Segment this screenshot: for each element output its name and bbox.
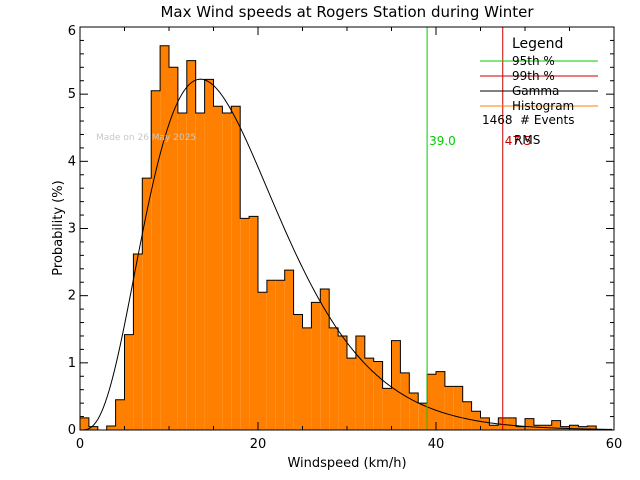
percentile-label: 39.0 — [429, 134, 456, 148]
histogram-bar — [169, 67, 178, 431]
y-tick-label: 0 — [68, 423, 76, 438]
histogram-bar — [355, 335, 365, 430]
histogram-bars — [79, 45, 614, 431]
histogram-bar — [489, 425, 499, 430]
y-tick-label: 2 — [68, 289, 76, 304]
histogram-bar — [240, 218, 250, 430]
histogram-bar — [266, 280, 276, 430]
histogram-bar — [320, 288, 330, 430]
histogram-bar — [453, 386, 463, 430]
histogram-bar — [551, 420, 561, 430]
histogram-bar — [124, 334, 134, 430]
legend-events-label: # Events — [520, 113, 575, 127]
y-tick-label: 1 — [68, 356, 76, 371]
histogram-bar — [231, 106, 241, 431]
x-axis-label: Windspeed (km/h) — [287, 456, 406, 471]
histogram-bar — [436, 371, 445, 430]
histogram-bar — [578, 426, 588, 430]
y-tick-label: 3 — [68, 222, 76, 237]
histogram-bar — [516, 426, 525, 430]
histogram-bar — [364, 358, 374, 430]
x-tick-label: 60 — [606, 437, 623, 452]
histogram-bar — [80, 417, 89, 430]
histogram-bar — [302, 327, 312, 430]
y-tick-label: 4 — [68, 154, 76, 169]
histogram-bar — [427, 374, 436, 430]
histogram-bar — [106, 425, 116, 430]
axis-ticks: 0 20 40 60 0 1 2 3 4 5 6 — [68, 24, 623, 452]
x-tick-label: 40 — [428, 437, 445, 452]
y-tick-label: 6 — [68, 24, 76, 39]
histogram-bar — [133, 254, 143, 430]
x-tick-label: 0 — [76, 437, 84, 452]
histogram-bar — [115, 399, 125, 430]
histogram-bar — [480, 417, 490, 430]
histogram-bar — [391, 340, 401, 430]
histogram-bar — [409, 393, 419, 430]
histogram-bar — [329, 327, 339, 430]
histogram-bar — [160, 45, 169, 430]
histogram-bar — [177, 112, 187, 431]
legend-entry-label: Histogram — [512, 99, 574, 113]
histogram-bar — [151, 90, 161, 430]
chart-title: Max Wind speeds at Rogers Station during… — [160, 3, 534, 21]
percentile-lines: 39.0 47.5 — [426, 27, 532, 430]
histogram-bar — [222, 112, 232, 431]
y-axis-label: Probability (%) — [51, 180, 66, 275]
legend-entry-label: 99th % — [512, 69, 555, 83]
histogram-bar — [249, 216, 258, 430]
histogram-bar — [142, 178, 152, 430]
histogram-bar — [418, 403, 428, 430]
histogram-bar — [373, 361, 383, 430]
histogram-bar — [400, 372, 410, 430]
legend-rms-label: RMS — [514, 133, 540, 147]
y-tick-label: 5 — [68, 87, 76, 102]
legend-entry-label: 95th % — [512, 54, 555, 68]
histogram-bar — [275, 280, 285, 430]
gamma-curve-layer — [80, 78, 613, 431]
histogram-bar — [213, 106, 223, 431]
histogram-bar — [195, 112, 205, 431]
histogram-bar — [204, 79, 214, 430]
histogram-bar — [338, 335, 347, 430]
watermark: Made on 26 May 2025 — [96, 133, 196, 143]
gamma-curve — [80, 78, 613, 431]
percentile-label: 47.5 — [505, 134, 532, 148]
histogram-bar — [293, 314, 303, 430]
histogram-bar — [382, 388, 392, 430]
histogram-outline — [79, 45, 614, 431]
histogram-bar — [569, 425, 579, 430]
histogram-bar — [507, 417, 517, 430]
histogram-bar — [462, 401, 472, 430]
histogram-bar — [311, 302, 321, 430]
histogram-bar — [347, 358, 356, 430]
histogram-bar — [587, 425, 597, 430]
histogram-bar — [258, 292, 267, 430]
legend-title: Legend — [512, 36, 563, 52]
histogram-bar — [284, 270, 294, 430]
histogram-bar — [444, 386, 454, 430]
histogram-bar — [186, 60, 196, 430]
histogram-bar — [88, 426, 98, 430]
x-tick-label: 20 — [250, 437, 267, 452]
legend-entry-label: Gamma — [512, 84, 559, 98]
histogram-bar — [525, 418, 534, 430]
legend-events-count: 1468 — [482, 113, 513, 127]
